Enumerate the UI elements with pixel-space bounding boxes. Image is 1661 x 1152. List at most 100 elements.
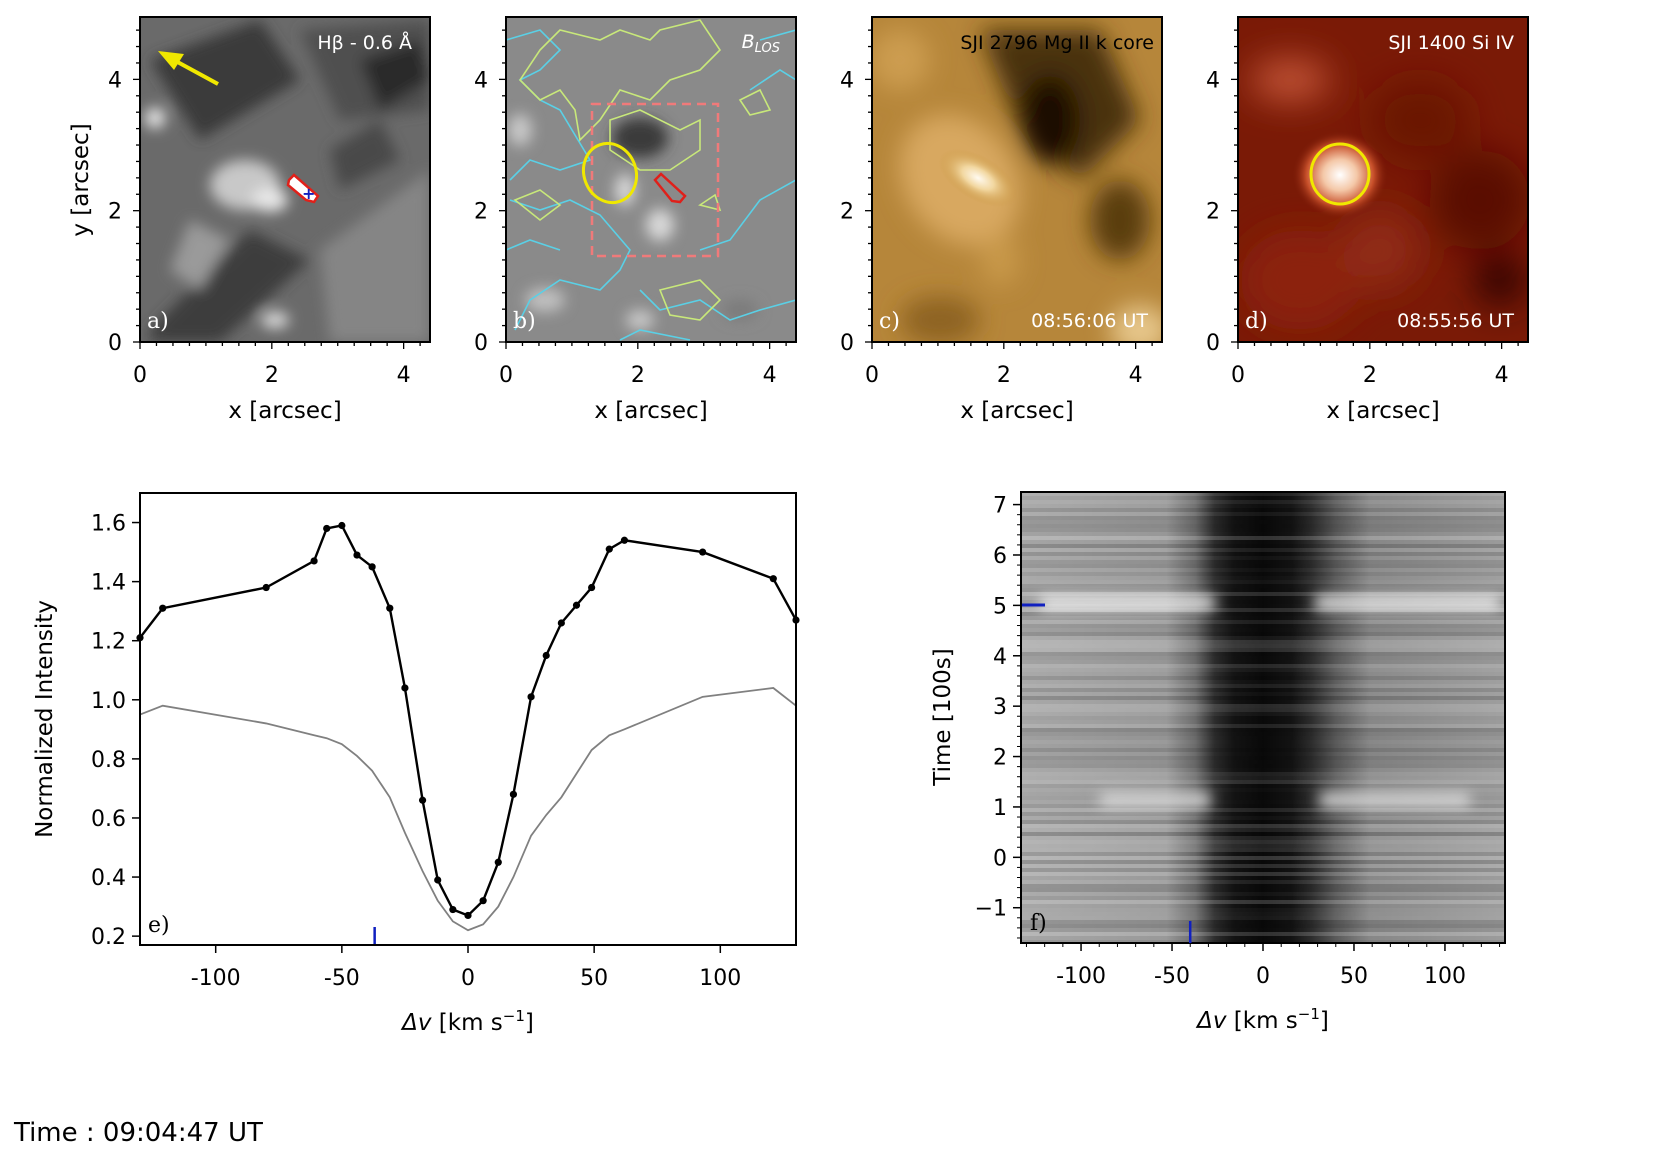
data-point bbox=[323, 524, 331, 533]
heatmap-row bbox=[1021, 532, 1505, 536]
heatmap-row bbox=[1021, 660, 1505, 664]
heatmap-row bbox=[1021, 664, 1505, 668]
y-tick-label: 1.0 bbox=[91, 689, 126, 714]
heatmap-row bbox=[1021, 848, 1505, 852]
heatmap-row bbox=[1021, 748, 1505, 752]
x-tick-label: 0 bbox=[499, 363, 513, 388]
x-tick-label: 0 bbox=[461, 966, 475, 991]
marker-plus-a: + bbox=[302, 184, 315, 203]
lines-e bbox=[136, 521, 800, 945]
data-point bbox=[434, 876, 442, 884]
heatmap-row bbox=[1021, 508, 1505, 512]
heatmap-row bbox=[1021, 932, 1505, 936]
x-tick-label: 50 bbox=[580, 966, 608, 991]
heatmap-row bbox=[1021, 584, 1505, 588]
y-tick-label: 2 bbox=[840, 200, 854, 225]
panel-c-sji2796: SJI 2796 Mg II k core 08:56:06 UT c) 0 2 4… bbox=[840, 16, 1163, 424]
x-tick-label: 4 bbox=[1495, 363, 1509, 388]
heatmap-row bbox=[1021, 936, 1505, 940]
x-tick-label: 0 bbox=[865, 363, 879, 388]
xlabel-c: x [arcsec] bbox=[960, 398, 1073, 424]
panel-e-profile: -100 -50 0 50 100 0.2 0.4 0.6 0.8 1.0 1.2 1.4 1.6 e)… bbox=[32, 492, 800, 1036]
data-point bbox=[310, 557, 318, 565]
heatmap-row bbox=[1021, 500, 1505, 504]
heatmap-row bbox=[1021, 832, 1505, 836]
heatmap-row bbox=[1021, 908, 1505, 912]
y-tick-label: 7 bbox=[993, 494, 1007, 519]
panel-d-sji1400: SJI 1400 Si IV 08:55:56 UT d) 0 2 4 0 2 4 x [… bbox=[1206, 16, 1529, 424]
y-tick-label: 2 bbox=[1206, 200, 1220, 225]
heatmap-row bbox=[1021, 652, 1505, 656]
panel-label-b: b) bbox=[513, 309, 536, 334]
ticks-c: 0 2 4 0 2 4 bbox=[840, 29, 1153, 388]
ticks-e: -100 -50 0 50 100 0.2 0.4 0.6 0.8 1.0 1.2 1.4 1.6 bbox=[91, 512, 741, 991]
heatmap-row bbox=[1021, 732, 1505, 736]
data-point bbox=[418, 796, 427, 804]
panel-b-blos: BLOS b) 0 2 4 0 2 4 x [arcsec] bbox=[474, 16, 797, 424]
heatmap-row bbox=[1021, 608, 1505, 612]
timeslice-image bbox=[1021, 492, 1505, 943]
sji1400-image bbox=[1238, 17, 1528, 342]
y-tick-label: 2 bbox=[108, 200, 122, 225]
y-tick-label: 6 bbox=[993, 544, 1007, 569]
heatmap-row bbox=[1021, 668, 1505, 672]
arrowhead-a bbox=[158, 51, 184, 70]
heatmap-row bbox=[1021, 916, 1505, 920]
panel-label-f: f) bbox=[1030, 911, 1047, 936]
heatmap-row bbox=[1021, 924, 1505, 928]
heatmap-row bbox=[1021, 624, 1505, 628]
data-point bbox=[338, 521, 346, 530]
heatmap-row bbox=[1021, 840, 1505, 844]
y-tick-label: 0 bbox=[1206, 331, 1220, 356]
heatmap-row bbox=[1021, 536, 1505, 540]
arrow-a bbox=[171, 57, 219, 86]
heatmap-row bbox=[1021, 564, 1505, 568]
red-contour-b bbox=[653, 172, 687, 204]
time-d: 08:55:56 UT bbox=[1397, 310, 1514, 332]
xlabel-d: x [arcsec] bbox=[1326, 398, 1439, 424]
heatmap-row bbox=[1021, 520, 1505, 524]
heatmap-row bbox=[1021, 860, 1505, 864]
panel-label-c: c) bbox=[879, 309, 900, 334]
heatmap-row bbox=[1021, 912, 1505, 916]
y-tick-label: 0 bbox=[840, 331, 854, 356]
heatmap-row bbox=[1021, 784, 1505, 788]
data-point bbox=[605, 545, 613, 553]
data-point bbox=[527, 693, 535, 701]
heatmap-row bbox=[1021, 700, 1505, 704]
x-tick-label: 100 bbox=[699, 966, 741, 991]
heatmap-row bbox=[1021, 636, 1505, 640]
heatmap-row bbox=[1021, 540, 1505, 544]
data-point bbox=[557, 619, 565, 627]
heatmap-row bbox=[1021, 684, 1505, 688]
x-tick-label: 50 bbox=[1340, 964, 1368, 989]
data-point bbox=[159, 604, 167, 612]
heatmap-row bbox=[1021, 864, 1505, 868]
heatmap-row bbox=[1021, 828, 1505, 832]
heatmap-row bbox=[1021, 632, 1505, 636]
heatmap-row bbox=[1021, 856, 1505, 860]
heatmap-row bbox=[1021, 776, 1505, 780]
heatmap-row bbox=[1021, 492, 1505, 496]
x-tick-label: 4 bbox=[763, 363, 777, 388]
heatmap-row bbox=[1021, 612, 1505, 616]
data-point bbox=[464, 911, 472, 920]
heatmap-row bbox=[1021, 656, 1505, 660]
label-c: SJI 2796 Mg II k core bbox=[960, 32, 1154, 54]
x-tick-label: 100 bbox=[1424, 964, 1466, 989]
heatmap-row bbox=[1021, 592, 1505, 596]
heatmap-row bbox=[1021, 620, 1505, 624]
y-tick-label: 4 bbox=[474, 68, 488, 93]
roi-box-b bbox=[590, 102, 720, 258]
heatmap-row bbox=[1021, 552, 1505, 556]
panel-a-hbeta: + Hβ - 0.6 Å a) 0 2 4 0 2 4 x [arcsec] y [arc… bbox=[68, 16, 431, 424]
heatmap-row bbox=[1021, 820, 1505, 824]
heatmap-row bbox=[1021, 712, 1505, 716]
heatmap-row bbox=[1021, 808, 1505, 812]
heatmap-row bbox=[1021, 568, 1505, 572]
heatmap-row bbox=[1021, 644, 1505, 648]
x-tick-label: -50 bbox=[1154, 964, 1190, 989]
ylabel-f: Time [100s] bbox=[930, 648, 956, 786]
data-point bbox=[262, 583, 270, 592]
heatmap-row bbox=[1021, 812, 1505, 816]
